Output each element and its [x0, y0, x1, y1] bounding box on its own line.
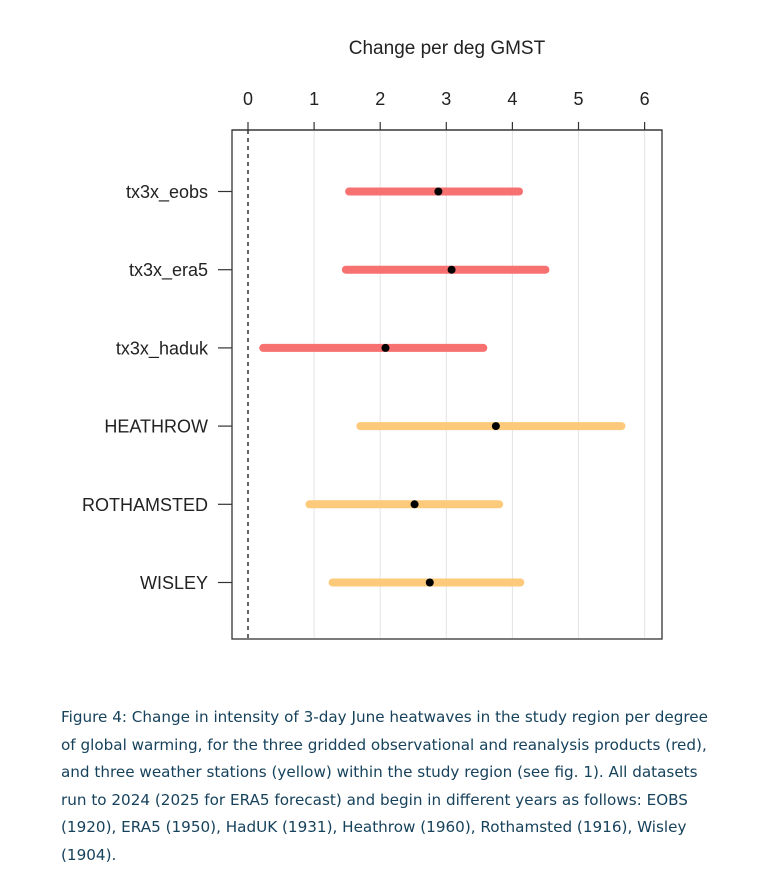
x-tick-label: 6 [640, 89, 650, 109]
x-axis: 0 1 2 3 4 5 6 [232, 89, 662, 131]
category-label: tx3x_haduk [116, 338, 209, 359]
category-label: ROTHAMSTED [82, 495, 208, 515]
interval-row: WISLEY [140, 573, 525, 593]
estimate-point [447, 265, 456, 274]
estimate-point [491, 422, 500, 431]
interval-row: ROTHAMSTED [82, 495, 504, 515]
estimate-point [434, 187, 443, 196]
estimate-point [425, 578, 434, 587]
x-tick-label: 3 [441, 89, 451, 109]
estimate-point [410, 500, 419, 509]
estimate-point [381, 343, 390, 352]
x-tick-label: 2 [375, 89, 385, 109]
interval-row: HEATHROW [104, 417, 626, 437]
category-label: tx3x_eobs [126, 182, 208, 203]
interval-row: tx3x_haduk [116, 338, 488, 359]
category-label: WISLEY [140, 573, 208, 593]
x-tick-label: 4 [507, 89, 517, 109]
plot-frame [231, 129, 663, 640]
grid-layer [313, 131, 646, 638]
interval-row: tx3x_eobs [126, 182, 524, 203]
intervals-layer: tx3x_eobs tx3x_era5 tx3x_haduk HEATHROW ROTH… [82, 182, 626, 593]
x-tick-label: 1 [309, 89, 319, 109]
figure-caption: Figure 4: Change in intensity of 3-day J… [61, 708, 708, 864]
category-label: tx3x_era5 [129, 260, 208, 281]
chart-title: Change per deg GMST [349, 38, 546, 59]
x-tick-label: 5 [573, 89, 583, 109]
x-tick-label: 0 [243, 89, 253, 109]
interval-row: tx3x_era5 [129, 260, 550, 281]
category-label: HEATHROW [104, 417, 208, 437]
